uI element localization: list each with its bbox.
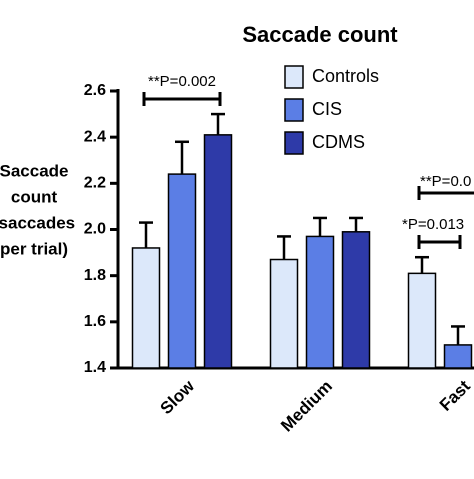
legend-label: Controls bbox=[312, 66, 379, 86]
y-tick-label: 2.6 bbox=[84, 82, 106, 99]
y-tick-label: 1.6 bbox=[84, 313, 106, 330]
legend-label: CIS bbox=[312, 99, 342, 119]
bar bbox=[443, 344, 473, 369]
y-tick-label: 2.2 bbox=[84, 175, 106, 192]
y-label-line: per trial) bbox=[0, 239, 68, 258]
legend-label: CDMS bbox=[312, 132, 365, 152]
bar bbox=[203, 134, 233, 369]
y-tick-label: 2.0 bbox=[84, 221, 106, 238]
x-tick-label: Fast bbox=[436, 376, 474, 414]
bar bbox=[407, 272, 437, 369]
legend-swatch bbox=[284, 131, 304, 155]
significance-brackets bbox=[142, 92, 474, 249]
legend-swatch bbox=[284, 98, 304, 122]
chart-title: Saccade count bbox=[242, 22, 398, 47]
x-tick-label: Medium bbox=[277, 377, 336, 436]
bar bbox=[341, 231, 371, 369]
bar bbox=[167, 173, 197, 369]
annotation: *P=0.013 bbox=[402, 216, 464, 233]
y-tick-label: 2.4 bbox=[84, 128, 106, 145]
y-label-line: Saccade bbox=[0, 161, 69, 180]
bar bbox=[305, 235, 335, 369]
y-axis-label: Saccade count (saccades per trial) bbox=[0, 161, 75, 258]
bar bbox=[131, 247, 161, 369]
legend-swatch bbox=[284, 65, 304, 89]
annotation: **P=0.002 bbox=[148, 73, 216, 90]
x-tick-label: Slow bbox=[157, 376, 199, 418]
y-label-line: count bbox=[11, 187, 58, 206]
annotation: **P=0.0 bbox=[420, 173, 471, 190]
bar bbox=[269, 258, 299, 369]
y-tick-label: 1.8 bbox=[84, 267, 106, 284]
y-tick-label: 1.4 bbox=[84, 359, 106, 376]
y-label-line: (saccades bbox=[0, 213, 75, 232]
